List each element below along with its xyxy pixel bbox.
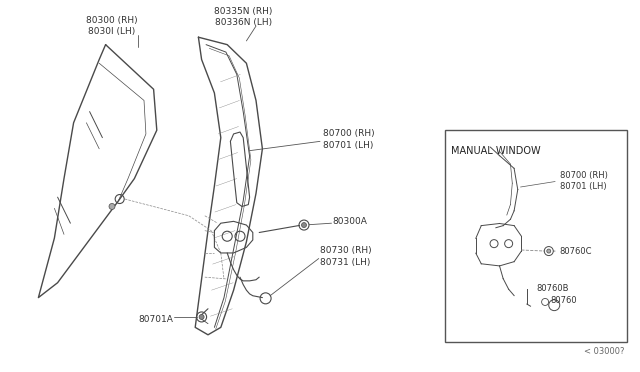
Text: 80730 (RH)
80731 (LH): 80730 (RH) 80731 (LH) bbox=[320, 247, 372, 267]
Text: 80300A: 80300A bbox=[333, 217, 367, 226]
Text: 80700 (RH)
80701 (LH): 80700 (RH) 80701 (LH) bbox=[560, 171, 607, 191]
Text: MANUAL WINDOW: MANUAL WINDOW bbox=[451, 146, 541, 155]
Circle shape bbox=[199, 314, 204, 320]
Text: 80701A: 80701A bbox=[138, 315, 173, 324]
Text: 80760: 80760 bbox=[550, 296, 577, 305]
Text: 80300 (RH)
8030l (LH): 80300 (RH) 8030l (LH) bbox=[86, 16, 138, 36]
Circle shape bbox=[109, 203, 115, 209]
Circle shape bbox=[301, 222, 307, 228]
Text: 80760B: 80760B bbox=[536, 284, 568, 293]
Text: 80700 (RH)
80701 (LH): 80700 (RH) 80701 (LH) bbox=[323, 129, 375, 150]
Text: < 03000?: < 03000? bbox=[584, 347, 624, 356]
Text: 80335N (RH)
80336N (LH): 80335N (RH) 80336N (LH) bbox=[214, 7, 273, 27]
Text: 80760C: 80760C bbox=[560, 247, 592, 256]
Circle shape bbox=[547, 249, 551, 253]
Bar bbox=[445, 130, 627, 342]
